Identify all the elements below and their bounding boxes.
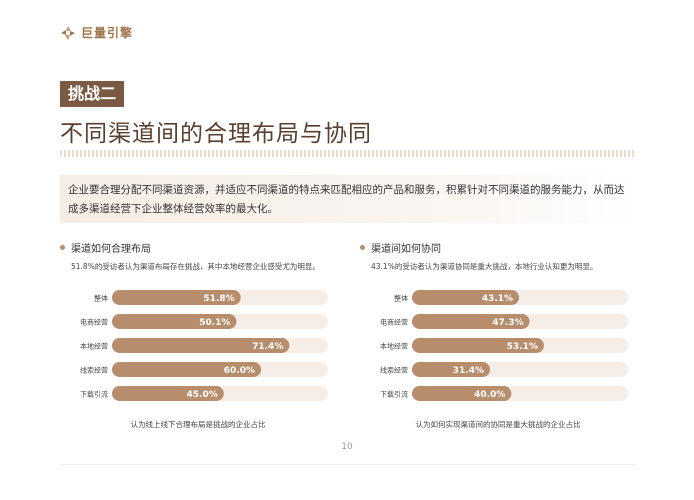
brand-name: 巨量引擎 [81,26,134,40]
category-label: 本地经营 [80,342,108,351]
right-panel: 渠道间如何协同 43.1%的受访者认为渠道协同是重大挑战，本地行业认知更为明显。… [360,240,636,430]
data-bar [412,290,520,305]
page-number: 10 [341,442,353,452]
data-bar [412,386,512,401]
data-label: 47.3% [492,318,523,328]
data-bar [112,386,224,401]
category-label: 线索经营 [380,366,408,375]
brand-logo-icon [61,25,75,40]
left-panel-header: 渠道如何合理布局 [60,240,336,255]
right-panel-header: 渠道间如何协同 [360,240,636,255]
data-bar [112,290,241,305]
data-label: 31.4% [453,366,484,376]
data-label: 71.4% [252,342,283,352]
left-panel-subtitle: 51.8%的受访者认为渠道布局存在挑战，其中本地经营企业感受尤为明显。 [71,262,320,271]
intro-box: 企业要合理分配不同渠道资源，并适应不同渠道的特点来匹配相应的产品和服务，积累针对… [60,175,636,223]
data-label: 43.1% [482,294,513,304]
right-panel-heading: 渠道间如何协同 [371,244,441,255]
data-bar [112,314,237,329]
data-bar [112,338,290,353]
left-chart-caption: 认为线上线下合理布局是挑战的企业占比 [130,420,266,429]
data-label: 50.1% [199,318,230,328]
data-label: 53.1% [507,342,538,352]
decorative-divider [60,150,636,157]
data-label: 60.0% [224,366,255,376]
brand-logo: 巨量引擎 [60,24,133,41]
category-label: 线索经营 [80,366,108,375]
left-bar-chart: 整体 51.8% 电商经营 50.1% 本地经营 71.4% 线索经营 60.0% 下载引流 45… [80,290,328,401]
left-panel-heading: 渠道如何合理布局 [71,244,151,255]
bullet-dot-icon [360,245,365,250]
category-label: 下载引流 [380,390,408,399]
data-bar [412,314,530,329]
category-label: 整体 [394,294,408,303]
category-label: 下载引流 [80,390,108,399]
left-panel: 渠道如何合理布局 51.8%的受访者认为渠道布局存在挑战，其中本地经营企业感受尤… [60,240,336,430]
data-label: 40.0% [474,390,505,400]
category-label: 整体 [94,294,108,303]
category-label: 本地经营 [380,342,408,351]
footer-divider [60,464,636,465]
section-tag: 挑战二 [60,81,125,107]
data-label: 45.0% [187,390,218,400]
data-bar [412,362,490,377]
bullet-dot-icon [60,245,65,250]
right-bar-chart: 整体 43.1% 电商经营 47.3% 本地经营 53.1% 线索经营 31.4% 下载引流 40… [380,290,628,401]
category-label: 电商经营 [380,318,408,327]
data-bar [112,362,262,377]
data-label: 51.8% [203,294,234,304]
right-chart-caption: 认为如何实现渠道间的协同是重大挑战的企业占比 [415,420,581,429]
right-panel-subtitle: 43.1%的受访者认为渠道协同是重大挑战，本地行业认知更为明显。 [371,262,598,271]
data-bar [412,338,544,353]
page-title: 不同渠道间的合理布局与协同 [60,121,372,147]
category-label: 电商经营 [80,318,108,327]
